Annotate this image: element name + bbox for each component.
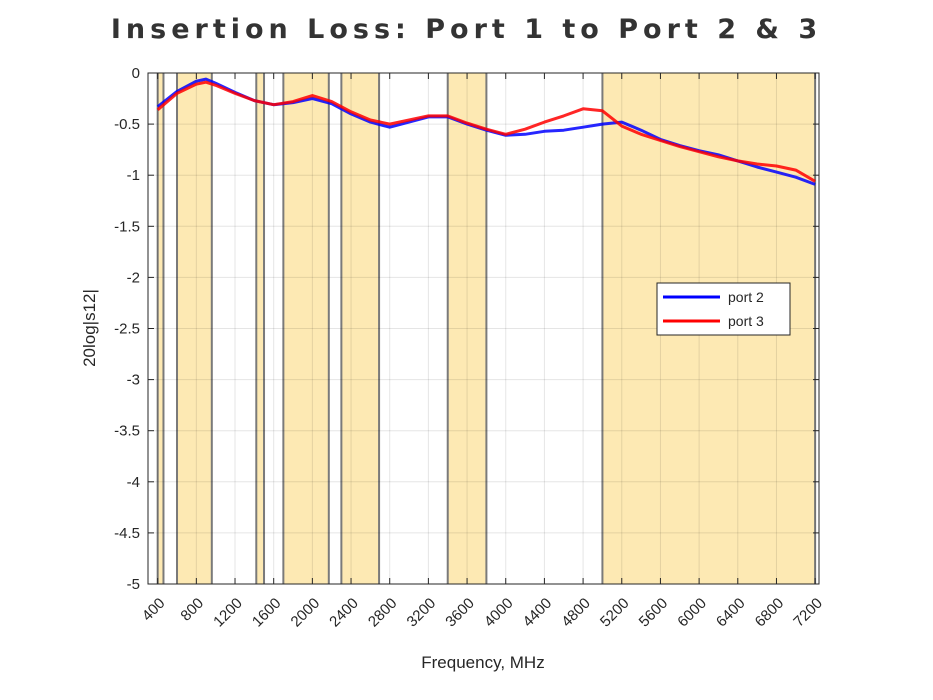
x-tick-label: 3200: [404, 595, 440, 631]
y-tick-label: -5: [127, 576, 140, 593]
frequency-band: [283, 73, 329, 584]
y-tick-label: -1: [127, 167, 140, 184]
x-tick-label: 4400: [520, 595, 556, 631]
frequency-band: [177, 73, 212, 584]
x-tick-label: 800: [177, 595, 207, 625]
x-axis-label: Frequency, MHz: [421, 653, 544, 672]
x-tick-label: 7200: [790, 595, 826, 631]
y-tick-label: -4.5: [114, 525, 140, 542]
x-tick-label: 2400: [326, 595, 362, 631]
frequency-band: [157, 73, 164, 584]
x-tick-label: 5600: [636, 595, 672, 631]
y-tick-label: -2: [127, 269, 140, 286]
x-tick-label: 3600: [442, 595, 478, 631]
y-tick-label: -3.5: [114, 423, 140, 440]
x-tick-label: 1200: [210, 595, 246, 631]
frequency-band: [341, 73, 380, 584]
legend-label-port-2: port 2: [728, 289, 764, 305]
x-tick-label: 4800: [558, 595, 594, 631]
y-tick-label: -3: [127, 372, 140, 389]
frequency-band: [256, 73, 265, 584]
legend-label-port-3: port 3: [728, 313, 764, 329]
x-tick-label: 1600: [249, 595, 285, 631]
frequency-band: [447, 73, 487, 584]
y-tick-label: 0: [132, 65, 140, 82]
x-tick-label: 2800: [365, 595, 401, 631]
x-tick-label: 4000: [481, 595, 517, 631]
legend: port 2 port 3: [656, 282, 791, 336]
y-tick-label: -0.5: [114, 116, 140, 133]
plot-border: [147, 72, 820, 585]
x-tick-label: 6400: [713, 595, 749, 631]
y-axis-label: 20log|s12|: [80, 289, 99, 367]
x-tick-label: 5200: [597, 595, 633, 631]
x-tick-label: 6800: [752, 595, 788, 631]
chart-title: Insertion Loss: Port 1 to Port 2 & 3: [110, 14, 823, 45]
series-line-port-3: [156, 80, 816, 183]
x-tick-label: 6000: [674, 595, 710, 631]
y-tick-label: -4: [127, 474, 140, 491]
x-tick-label: 400: [139, 595, 169, 625]
x-tick-label: 2000: [288, 595, 324, 631]
y-tick-label: -2.5: [114, 321, 140, 338]
y-tick-label: -1.5: [114, 218, 140, 235]
